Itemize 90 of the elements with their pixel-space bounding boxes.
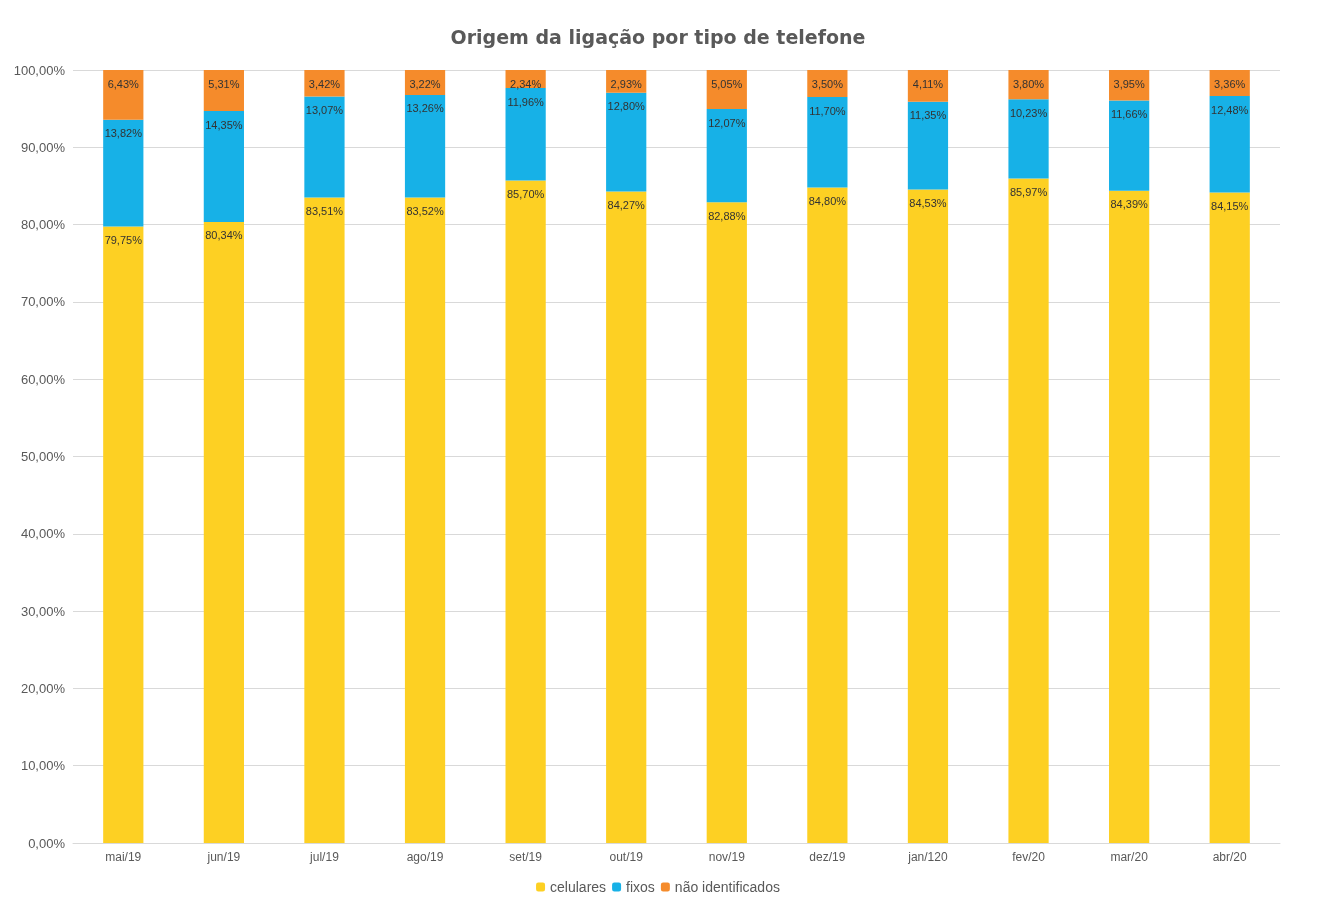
x-tick-label: dez/19 <box>809 850 846 864</box>
bar <box>1008 178 1049 843</box>
data-label: 10,23% <box>1009 106 1048 119</box>
data-label: 2,34% <box>510 77 542 90</box>
data-label: 6,43% <box>107 77 140 90</box>
x-tick-label: jul/19 <box>309 850 340 864</box>
data-label: 80,34% <box>205 229 243 242</box>
data-label: 82,88% <box>708 209 746 222</box>
legend-label: não identificados <box>674 879 780 895</box>
x-tick-label: ago/19 <box>406 850 444 864</box>
bar <box>203 221 244 843</box>
bar <box>807 187 848 843</box>
data-label: 11,35% <box>909 109 947 122</box>
bar <box>203 70 244 112</box>
data-label: 84,27% <box>607 199 646 212</box>
y-tick-label: 70,00% <box>20 294 66 310</box>
bar <box>103 226 144 843</box>
data-label: 5,31% <box>208 77 240 90</box>
y-tick-label: 90,00% <box>20 139 66 155</box>
data-label: 84,15% <box>1211 200 1249 213</box>
bar <box>1109 190 1150 843</box>
bar <box>606 191 647 843</box>
bar <box>907 70 949 102</box>
bar <box>304 96 345 198</box>
data-label: 11,96% <box>507 95 545 108</box>
bar <box>907 101 949 190</box>
bar <box>1209 96 1250 193</box>
bar <box>1209 192 1250 843</box>
data-label: 12,48% <box>1211 103 1249 116</box>
data-label: 3,36% <box>1214 77 1246 90</box>
data-label: 3,80% <box>1012 77 1045 90</box>
data-label: 12,80% <box>607 100 646 113</box>
x-tick-label: nov/19 <box>708 850 746 864</box>
chart-title: Origem da ligação por tipo de telefone <box>450 25 866 48</box>
data-label: 83,51% <box>305 204 344 217</box>
y-tick-label: 30,00% <box>20 603 66 619</box>
data-label: 84,39% <box>1110 198 1148 211</box>
data-label: 12,07% <box>708 116 746 129</box>
data-label: 2,93% <box>610 77 643 90</box>
x-tick-label: set/19 <box>509 850 543 864</box>
data-label: 13,82% <box>104 127 143 140</box>
data-label: 13,07% <box>305 103 344 116</box>
bar <box>907 189 949 843</box>
bar <box>404 94 446 198</box>
bar <box>706 109 747 203</box>
x-tick-label: mar/20 <box>1110 850 1149 864</box>
data-label: 5,05% <box>711 77 743 90</box>
legend-label: fixos <box>626 879 655 895</box>
y-tick-label: 100,00% <box>13 62 66 78</box>
x-tick-label: abr/20 <box>1212 850 1248 864</box>
data-label: 3,42% <box>308 77 341 90</box>
data-label: 85,97% <box>1009 185 1048 198</box>
legend-label: celulares <box>550 879 607 895</box>
x-tick-label: jun/19 <box>206 850 241 864</box>
bar <box>103 70 144 120</box>
data-label: 3,95% <box>1113 77 1145 90</box>
data-label: 85,70% <box>506 188 545 201</box>
bar <box>203 111 244 222</box>
x-tick-label: mai/19 <box>105 850 142 864</box>
data-label: 83,52% <box>406 204 444 217</box>
bar <box>606 92 647 192</box>
bar <box>505 88 546 181</box>
bar <box>1008 99 1049 179</box>
y-tick-label: 10,00% <box>20 758 66 774</box>
bar <box>304 197 345 843</box>
data-label: 4,11% <box>912 77 944 90</box>
y-tick-label: 50,00% <box>20 449 66 464</box>
data-label: 14,35% <box>205 118 243 131</box>
data-label: 3,50% <box>811 77 844 90</box>
x-tick-label: out/19 <box>609 850 644 864</box>
data-label: 13,26% <box>406 102 444 115</box>
y-tick-label: 80,00% <box>20 217 66 233</box>
y-tick-label: 40,00% <box>20 526 66 542</box>
bar <box>1109 100 1150 191</box>
bar <box>103 119 144 227</box>
bar <box>706 202 747 843</box>
y-tick-label: 60,00% <box>20 371 66 387</box>
bar <box>404 197 446 843</box>
data-label: 11,70% <box>809 104 846 117</box>
data-label: 84,53% <box>909 197 947 210</box>
x-tick-label: fev/20 <box>1012 850 1046 864</box>
data-label: 84,80% <box>808 195 847 207</box>
data-label: 3,22% <box>409 77 441 90</box>
data-label: 79,75% <box>104 234 143 247</box>
bar <box>505 180 546 843</box>
y-tick-label: 20,00% <box>20 680 66 696</box>
bar <box>807 97 848 188</box>
data-label: 11,66% <box>1110 108 1148 121</box>
x-tick-label: jan/120 <box>907 850 948 864</box>
y-tick-label: 0,00% <box>28 835 66 851</box>
